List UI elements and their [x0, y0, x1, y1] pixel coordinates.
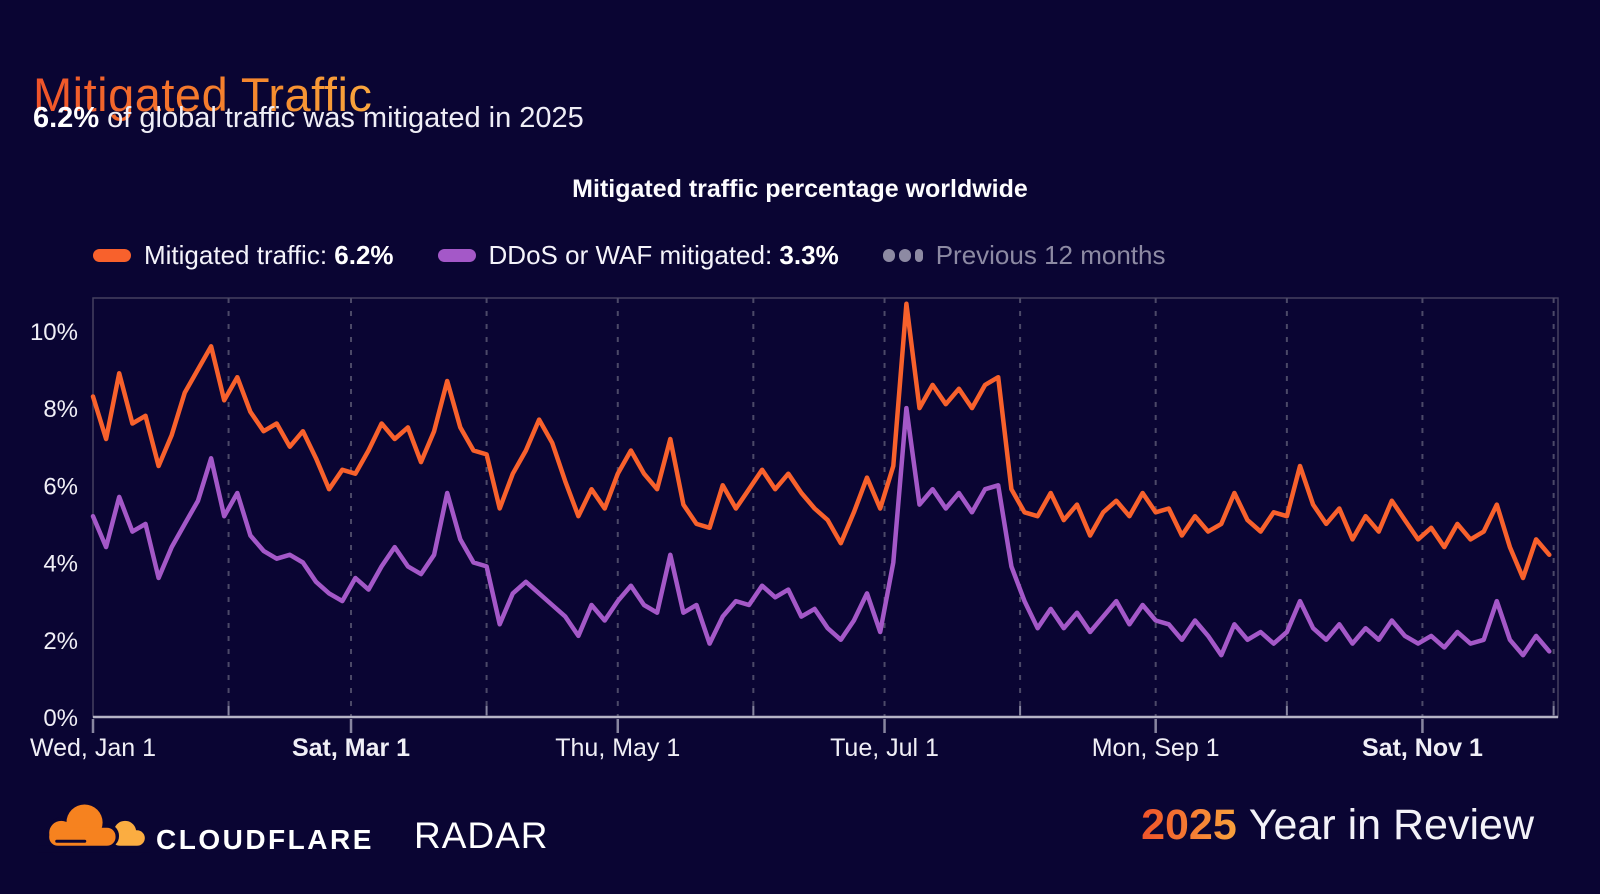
x-axis-label: Mon, Sep 1 — [1092, 734, 1220, 762]
legend-swatch-previous-12-months — [882, 249, 923, 262]
x-axis-label: Thu, May 1 — [555, 734, 680, 762]
legend-label-value: 6.2% — [334, 240, 394, 270]
legend-label-mitigated-traffic: Mitigated traffic: 6.2% — [144, 240, 394, 271]
y-axis-label: 10% — [30, 319, 78, 346]
y-axis-label: 0% — [43, 705, 78, 732]
page-subtitle: 6.2% of global traffic was mitigated in … — [33, 102, 584, 135]
legend-item-ddos-waf[interactable]: DDoS or WAF mitigated: 3.3% — [437, 240, 839, 271]
mitigated-traffic-line-chart: 0% 2% 4% 6% 8% 10% Wed, Jan 1 Sat, Mar 1 Thu, Ma… — [30, 297, 1559, 762]
legend-label-text: DDoS or WAF mitigated: — [488, 240, 780, 270]
subtitle-value: 6.2% — [33, 102, 100, 134]
footer-campaign: Year in Review — [1248, 801, 1534, 849]
x-axis-label: Wed, Jan 1 — [30, 734, 156, 762]
y-axis-label: 8% — [43, 396, 78, 423]
x-axis-label: Tue, Jul 1 — [830, 734, 939, 762]
chart-title: Mitigated traffic percentage worldwide — [572, 175, 1028, 203]
legend-item-mitigated-traffic[interactable]: Mitigated traffic: 6.2% — [93, 240, 394, 271]
x-axis-label: Sat, Mar 1 — [292, 734, 410, 762]
product-name: RADAR — [414, 815, 549, 856]
legend-label-text: Previous 12 months — [935, 240, 1166, 270]
logo-baseline — [38, 845, 150, 853]
legend-swatch-mitigated-traffic — [93, 249, 131, 262]
legend-swatch-ddos-waf — [437, 249, 476, 262]
x-axis-label: Sat, Nov 1 — [1362, 734, 1483, 762]
legend-label-previous-12-months: Previous 12 months — [936, 240, 1166, 271]
legend-label-ddos-waf: DDoS or WAF mitigated: 3.3% — [489, 240, 839, 271]
cloudflare-logo — [38, 801, 150, 853]
footer-tagline: 2025 Year in Review — [1141, 801, 1534, 850]
legend-item-previous-12-months[interactable]: Previous 12 months — [882, 240, 1166, 271]
page-title: Mitigated Traffic — [33, 68, 373, 122]
logo-slit — [55, 839, 87, 843]
y-axis-label: 6% — [43, 473, 78, 500]
legend-label-text: Mitigated traffic: — [144, 240, 335, 270]
logo-cloud-light — [112, 830, 145, 846]
series-line-mitigated-traffic — [90, 301, 1552, 581]
logo-cloud-main — [49, 804, 116, 846]
y-axis-label: 4% — [43, 551, 78, 578]
footer-year: 2025 — [1141, 801, 1237, 849]
series-line-ddos-or-waf-mitigated — [90, 405, 1552, 658]
subtitle-text: of global traffic was mitigated in 2025 — [99, 102, 584, 134]
brand-name: CLOUDFLARE — [156, 824, 374, 855]
y-axis-label: 2% — [43, 628, 78, 655]
chart-legend: Mitigated traffic: 6.2% DDoS or WAF miti… — [93, 240, 1165, 271]
legend-label-value: 3.3% — [779, 240, 839, 270]
